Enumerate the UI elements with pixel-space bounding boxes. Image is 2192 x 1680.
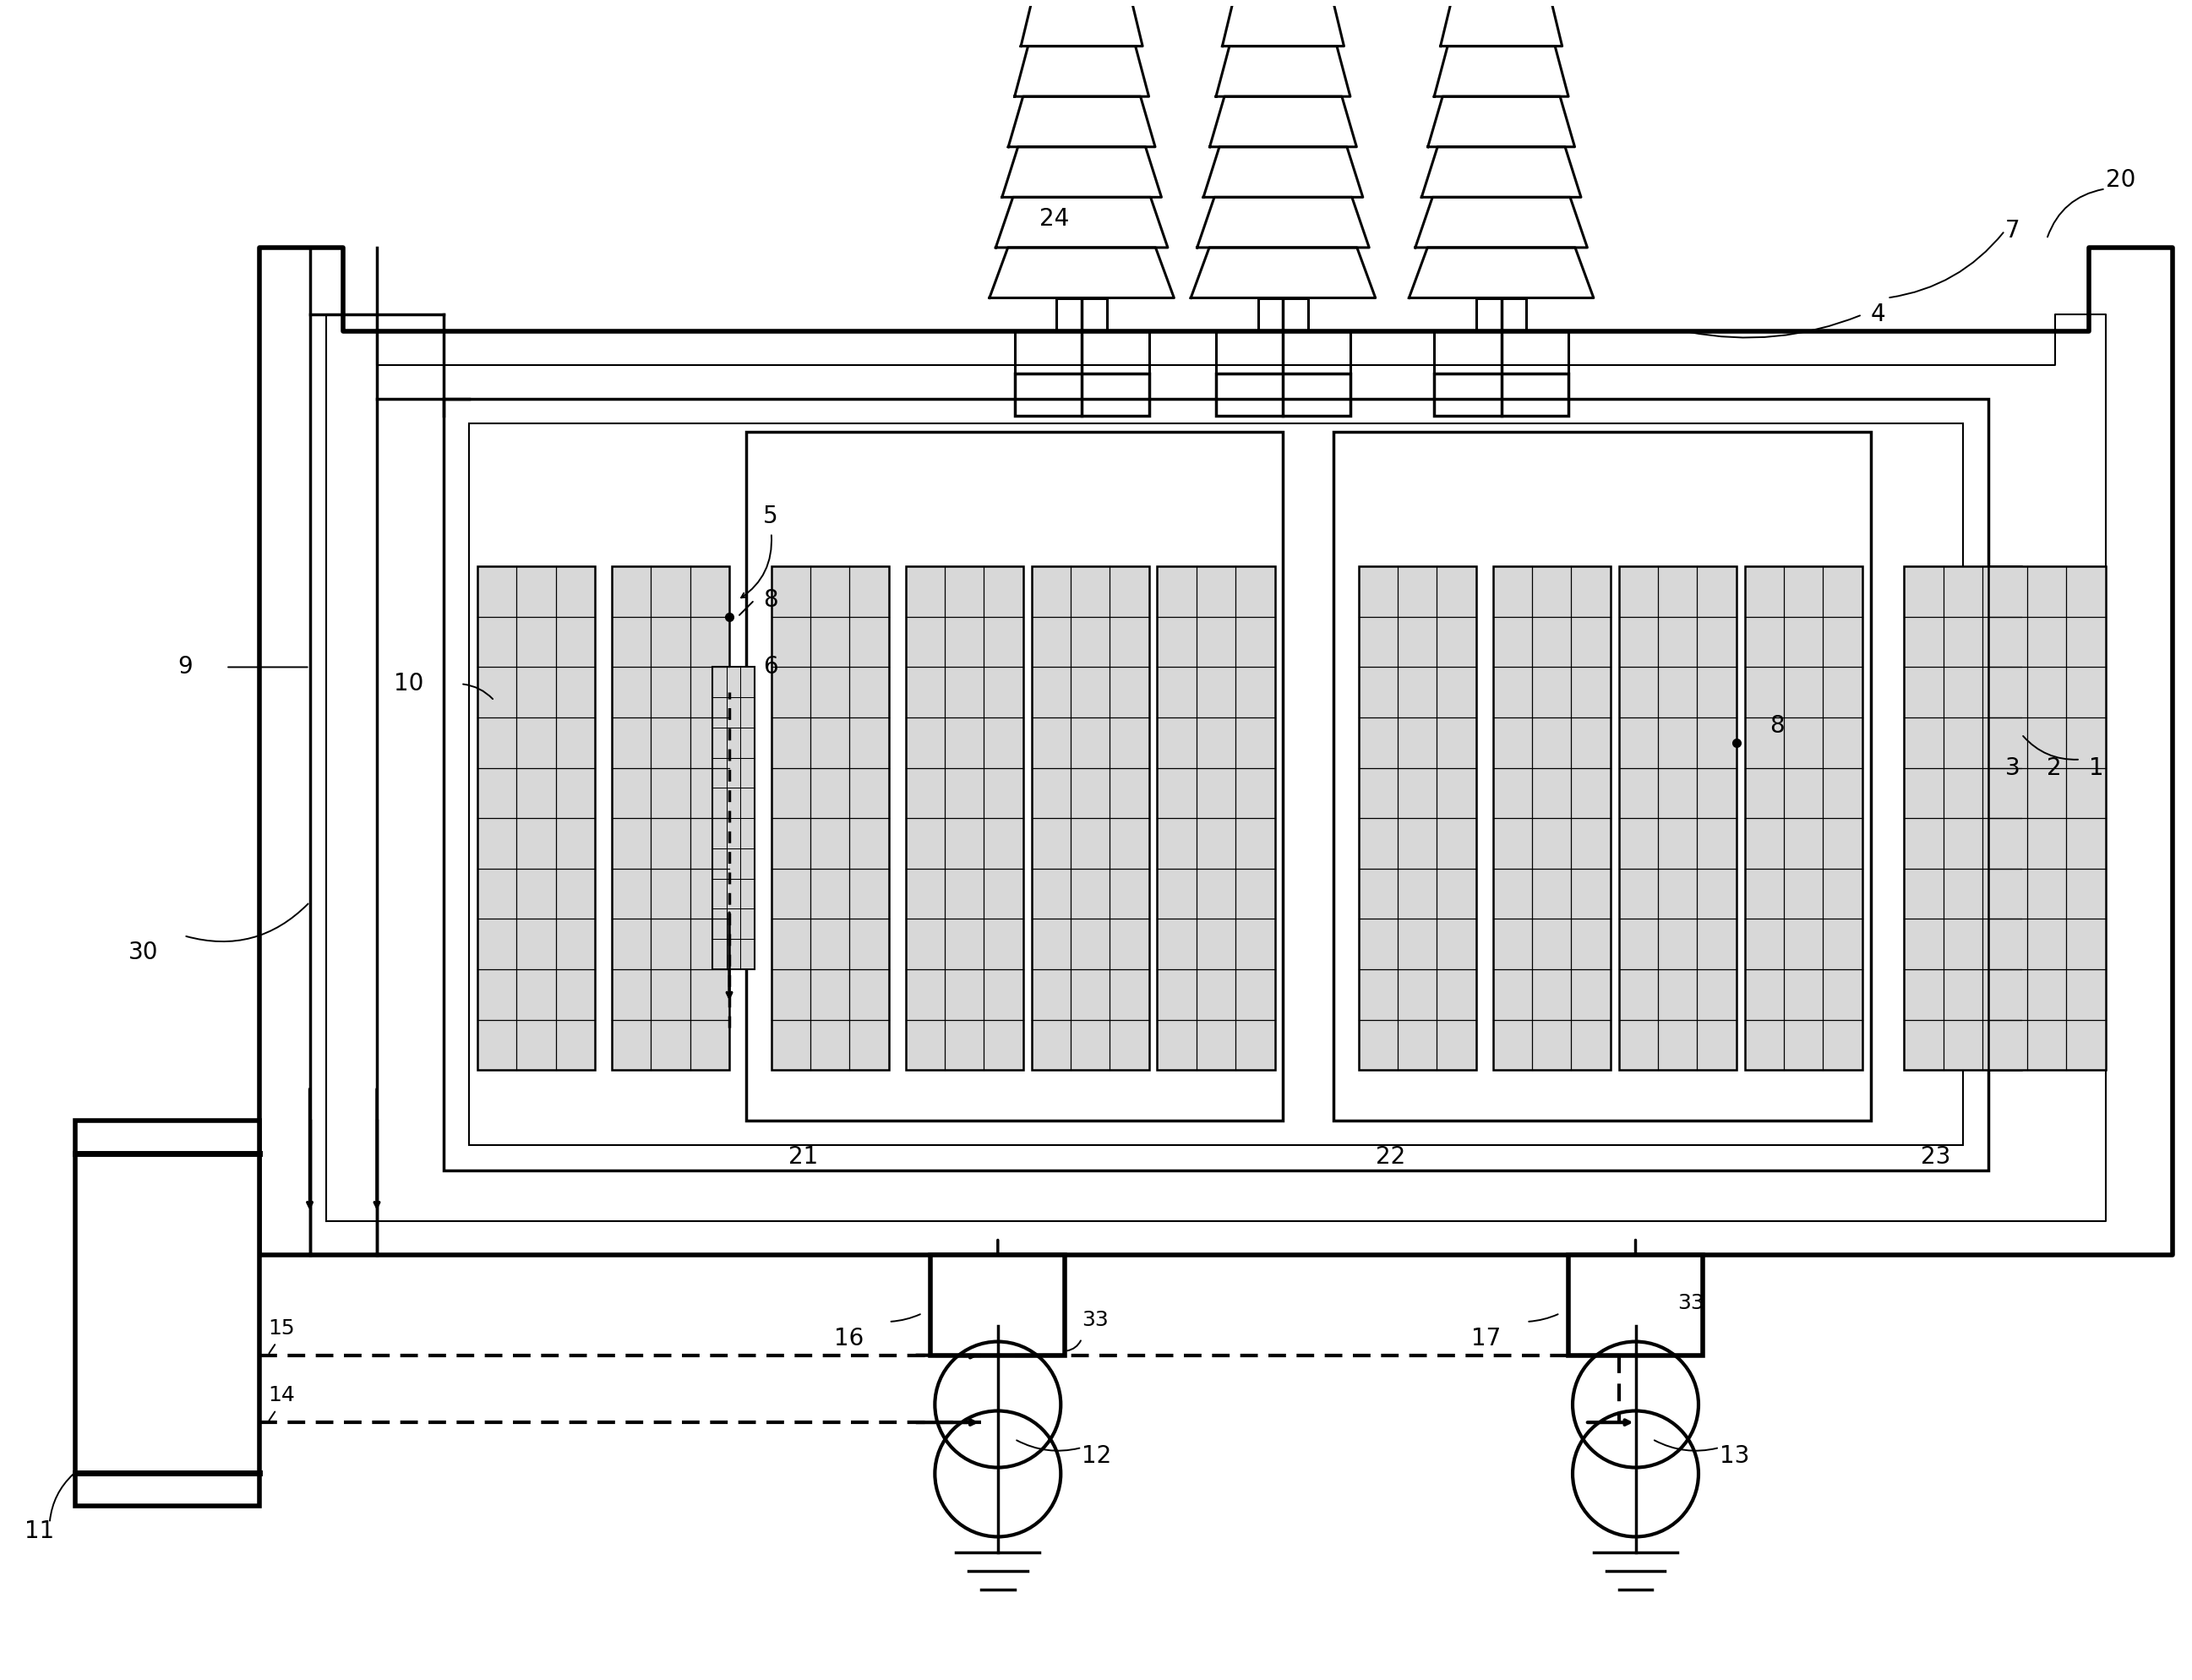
Bar	[712, 667, 754, 969]
Polygon shape	[1008, 96, 1155, 146]
Text: 2: 2	[2047, 756, 2063, 780]
Text: 11: 11	[24, 1520, 55, 1544]
Text: 30: 30	[129, 941, 158, 964]
Text: 22: 22	[1374, 1146, 1405, 1169]
Text: 33: 33	[1081, 1310, 1109, 1331]
Bar	[469, 423, 1962, 1146]
Text: 8: 8	[1769, 714, 1784, 738]
Bar	[1217, 331, 1350, 373]
Polygon shape	[1015, 45, 1149, 96]
Text: 15: 15	[267, 1319, 294, 1339]
Bar	[75, 1121, 259, 1507]
Text: 6: 6	[763, 655, 778, 679]
Bar	[772, 566, 888, 1070]
Text: 13: 13	[1719, 1445, 1749, 1468]
Polygon shape	[1021, 0, 1142, 45]
Polygon shape	[1434, 45, 1569, 96]
Bar	[905, 566, 1024, 1070]
Polygon shape	[1190, 247, 1374, 297]
Bar	[1434, 373, 1569, 415]
Text: 4: 4	[1870, 302, 1885, 326]
Bar	[1015, 331, 1149, 373]
Bar	[1475, 297, 1526, 331]
Text: 17: 17	[1471, 1327, 1502, 1351]
Bar	[1258, 297, 1309, 331]
Polygon shape	[1427, 96, 1574, 146]
Text: 20: 20	[2107, 168, 2135, 192]
Text: 12: 12	[1081, 1445, 1111, 1468]
Text: 24: 24	[1039, 207, 1070, 230]
Text: 16: 16	[833, 1327, 864, 1351]
Bar	[1569, 1255, 1703, 1356]
Polygon shape	[1197, 197, 1370, 247]
Bar	[1618, 566, 1736, 1070]
Bar	[1333, 432, 1870, 1121]
Bar	[1493, 566, 1611, 1070]
Text: 1: 1	[2089, 756, 2104, 780]
Bar	[745, 432, 1282, 1121]
Text: 9: 9	[178, 655, 193, 679]
Bar	[1157, 566, 1276, 1070]
Bar	[1988, 566, 2107, 1070]
Polygon shape	[989, 247, 1175, 297]
Text: 21: 21	[789, 1146, 818, 1169]
Polygon shape	[1217, 45, 1350, 96]
Bar	[1745, 566, 1863, 1070]
Polygon shape	[1409, 247, 1594, 297]
Bar	[445, 398, 1988, 1171]
Text: 3: 3	[2006, 756, 2019, 780]
Polygon shape	[995, 197, 1168, 247]
Text: 10: 10	[395, 672, 423, 696]
Text: 5: 5	[763, 504, 778, 528]
Polygon shape	[1423, 146, 1580, 197]
Text: 8: 8	[763, 588, 778, 612]
Polygon shape	[1223, 0, 1344, 45]
Polygon shape	[1210, 96, 1357, 146]
Text: 23: 23	[1920, 1146, 1951, 1169]
Polygon shape	[1416, 197, 1587, 247]
Text: 33: 33	[1677, 1294, 1705, 1314]
Bar	[932, 1255, 1065, 1356]
Bar	[1217, 373, 1350, 415]
Text: 7: 7	[2006, 218, 2019, 242]
Polygon shape	[1203, 146, 1363, 197]
Bar	[612, 566, 730, 1070]
Polygon shape	[1440, 0, 1563, 45]
Bar	[1015, 373, 1149, 415]
Text: 14: 14	[267, 1386, 294, 1406]
Bar	[1359, 566, 1475, 1070]
Bar	[1905, 566, 2021, 1070]
Bar	[1032, 566, 1149, 1070]
Bar	[1434, 331, 1569, 373]
Bar	[478, 566, 594, 1070]
Polygon shape	[1002, 146, 1162, 197]
Bar	[1057, 297, 1107, 331]
